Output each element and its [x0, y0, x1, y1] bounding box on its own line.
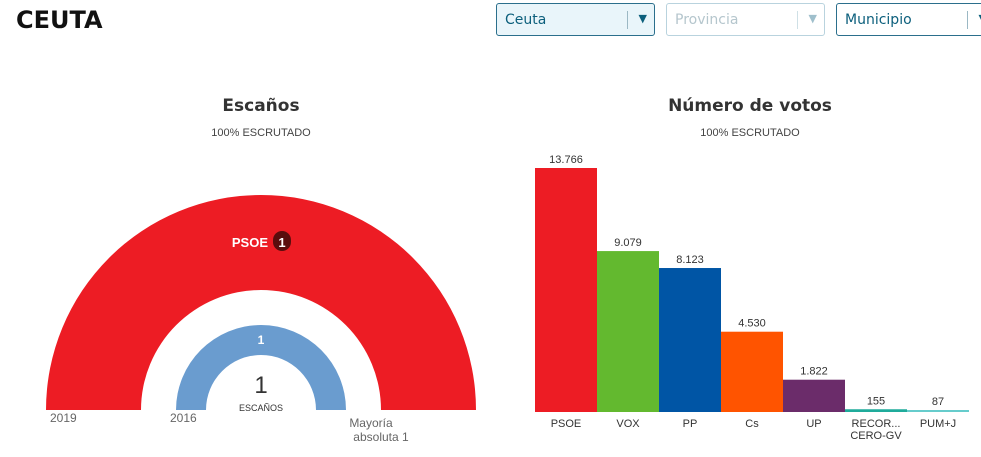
bar-value-label: 4.530: [738, 318, 766, 330]
center-seats-label: ESCAÑOS: [239, 403, 283, 413]
bar-value-label: 155: [867, 395, 885, 407]
bar: [783, 379, 845, 412]
votes-bar-chart: 13.766 PSOE 9.079 VOX 8.123 PP 4.530 Cs 1.822 UP 1…: [535, 154, 969, 442]
seats-badge: [273, 231, 291, 251]
inner-seats-label: 1: [258, 333, 265, 347]
bar-value-label: 1.822: [800, 366, 828, 378]
category-label: PUM+J: [920, 418, 956, 430]
category-label: PSOE: [551, 418, 582, 430]
category-label: RECOR...: [852, 418, 901, 430]
center-seats-value: 1: [254, 372, 267, 399]
outer-arc-2019: [46, 195, 476, 410]
seats-chart-title: Escaños: [222, 96, 300, 116]
chevron-down-icon: ▼: [979, 12, 981, 25]
bar: [845, 409, 907, 412]
municipality-select-placeholder: Municipio: [845, 12, 912, 28]
province-select-placeholder: Provincia: [675, 12, 739, 28]
seats-hemicycle-chart: PSOE 1 1 1 ESCAÑOS 2019 2016 Mayoría abs…: [46, 195, 476, 444]
inner-arc-2016: [176, 325, 346, 410]
select-divider: [967, 11, 968, 29]
category-label: UP: [806, 418, 821, 430]
bar: [659, 268, 721, 412]
select-divider: [797, 11, 798, 29]
region-select[interactable]: Ceuta ▼: [496, 3, 655, 36]
bar: [535, 168, 597, 412]
chevron-down-icon: ▼: [638, 12, 647, 25]
bar: [721, 331, 783, 412]
seats-chart-subtitle: 100% ESCRUTADO: [211, 127, 311, 139]
outer-seats-label: 1: [278, 235, 285, 250]
region-select-value: Ceuta: [505, 12, 547, 28]
category-label: VOX: [616, 418, 640, 430]
majority-value-label: absoluta 1: [353, 430, 409, 444]
chevron-down-icon: ▼: [808, 12, 817, 25]
outer-party-label: PSOE: [232, 235, 268, 250]
municipality-select[interactable]: Municipio ▼: [836, 3, 981, 36]
category-label: CERO-GV: [850, 430, 902, 442]
page-title: CEUTA: [16, 6, 103, 34]
bar-value-label: 13.766: [549, 154, 583, 166]
category-label: Cs: [745, 418, 759, 430]
province-select[interactable]: Provincia ▼: [666, 3, 825, 36]
category-label: PP: [683, 418, 698, 430]
bar: [597, 251, 659, 412]
votes-chart-subtitle: 100% ESCRUTADO: [700, 127, 800, 139]
bar-value-label: 8.123: [676, 254, 704, 266]
votes-chart-title: Número de votos: [668, 96, 832, 116]
bar: [907, 410, 969, 412]
majority-label: Mayoría: [349, 416, 393, 430]
select-divider: [627, 11, 628, 29]
outer-year-label: 2019: [50, 411, 77, 425]
bar-value-label: 9.079: [614, 237, 642, 249]
inner-year-label: 2016: [170, 411, 197, 425]
bar-value-label: 87: [932, 396, 944, 408]
